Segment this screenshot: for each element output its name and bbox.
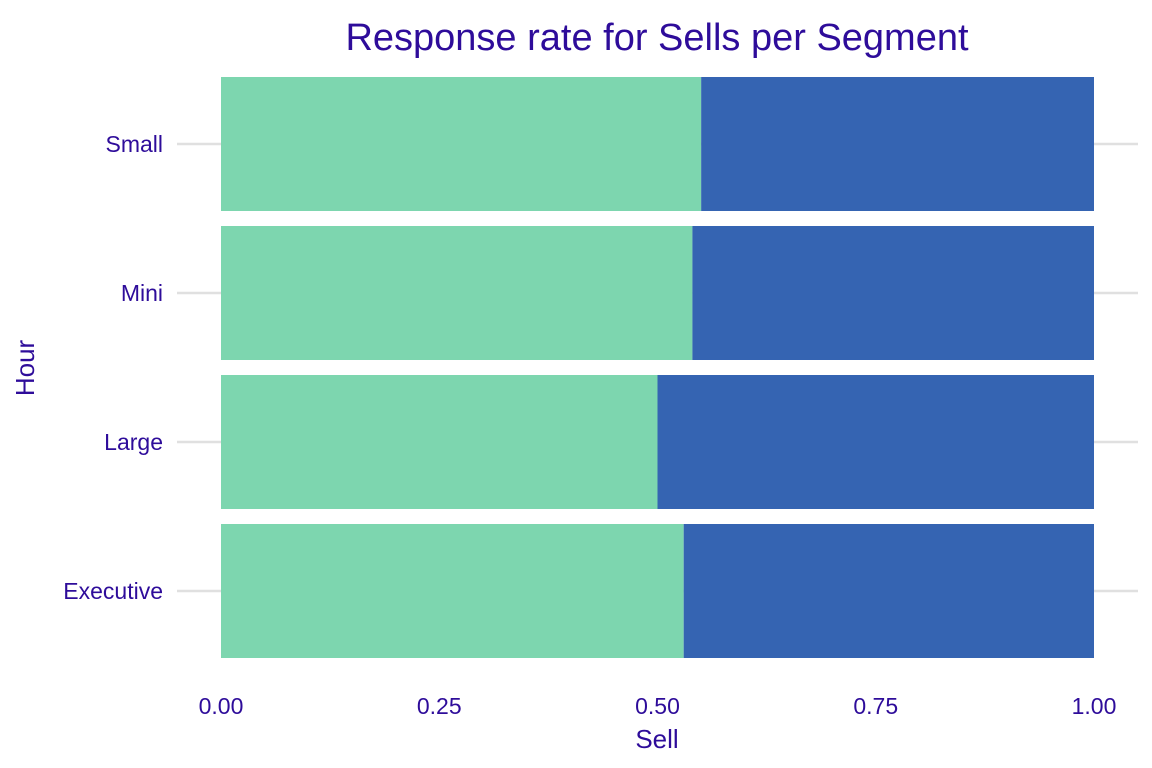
gridlines xyxy=(177,142,1138,593)
x-tick-label-4: 1.00 xyxy=(1072,693,1117,719)
chart-title: Response rate for Sells per Segment xyxy=(345,17,969,59)
y-tick-labels: Small Mini Large Executive xyxy=(63,131,163,604)
bar-mini-segment-1 xyxy=(221,226,693,360)
x-axis-label: Sell xyxy=(635,724,678,754)
bar-executive-segment-2 xyxy=(683,524,1094,658)
bar-large-segment-1 xyxy=(221,375,658,509)
y-axis-label: Hour xyxy=(10,339,40,396)
y-tick-label-mini: Mini xyxy=(121,280,163,306)
bar-large-segment-2 xyxy=(657,375,1094,509)
y-tick-label-executive: Executive xyxy=(63,578,163,604)
bars xyxy=(221,77,1094,658)
y-tick-label-small: Small xyxy=(105,131,163,157)
bar-mini-segment-2 xyxy=(692,226,1094,360)
x-tick-label-2: 0.50 xyxy=(635,693,680,719)
x-tick-label-3: 0.75 xyxy=(853,693,898,719)
bar-small-segment-2 xyxy=(701,77,1094,211)
x-tick-labels: 0.00 0.25 0.50 0.75 1.00 xyxy=(199,693,1117,719)
x-tick-label-1: 0.25 xyxy=(417,693,462,719)
x-tick-label-0: 0.00 xyxy=(199,693,244,719)
bar-small-segment-1 xyxy=(221,77,702,211)
y-tick-label-large: Large xyxy=(104,429,163,455)
bar-executive-segment-1 xyxy=(221,524,684,658)
